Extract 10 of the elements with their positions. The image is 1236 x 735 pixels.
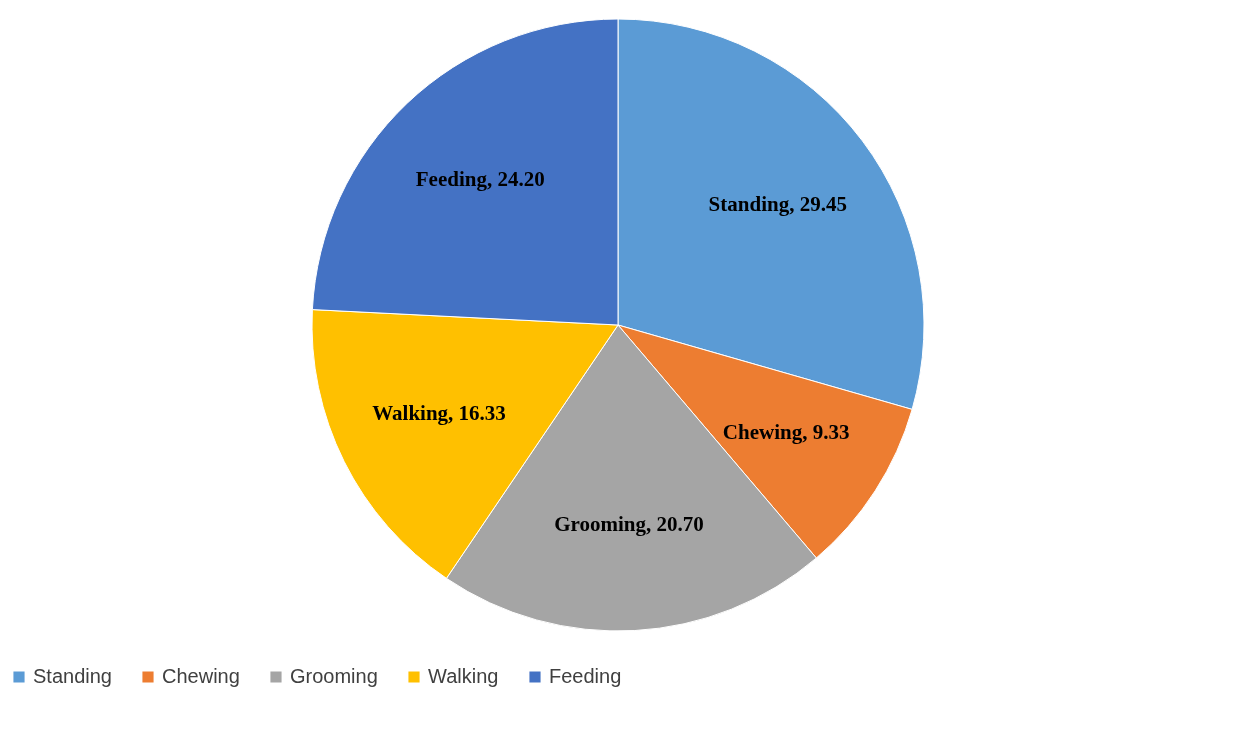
legend-label: Walking (428, 665, 499, 687)
legend-label: Feeding (549, 665, 622, 687)
data-label: Standing, 29.45 (708, 191, 847, 216)
legend-label: Grooming (290, 665, 378, 687)
legend-label: Chewing (162, 665, 240, 687)
legend-label: Standing (33, 665, 112, 687)
data-label: Grooming, 20.70 (554, 511, 704, 536)
data-label: Walking, 16.33 (372, 401, 506, 426)
data-label: Chewing, 9.33 (722, 420, 850, 445)
data-label: Feeding, 24.20 (415, 167, 545, 192)
